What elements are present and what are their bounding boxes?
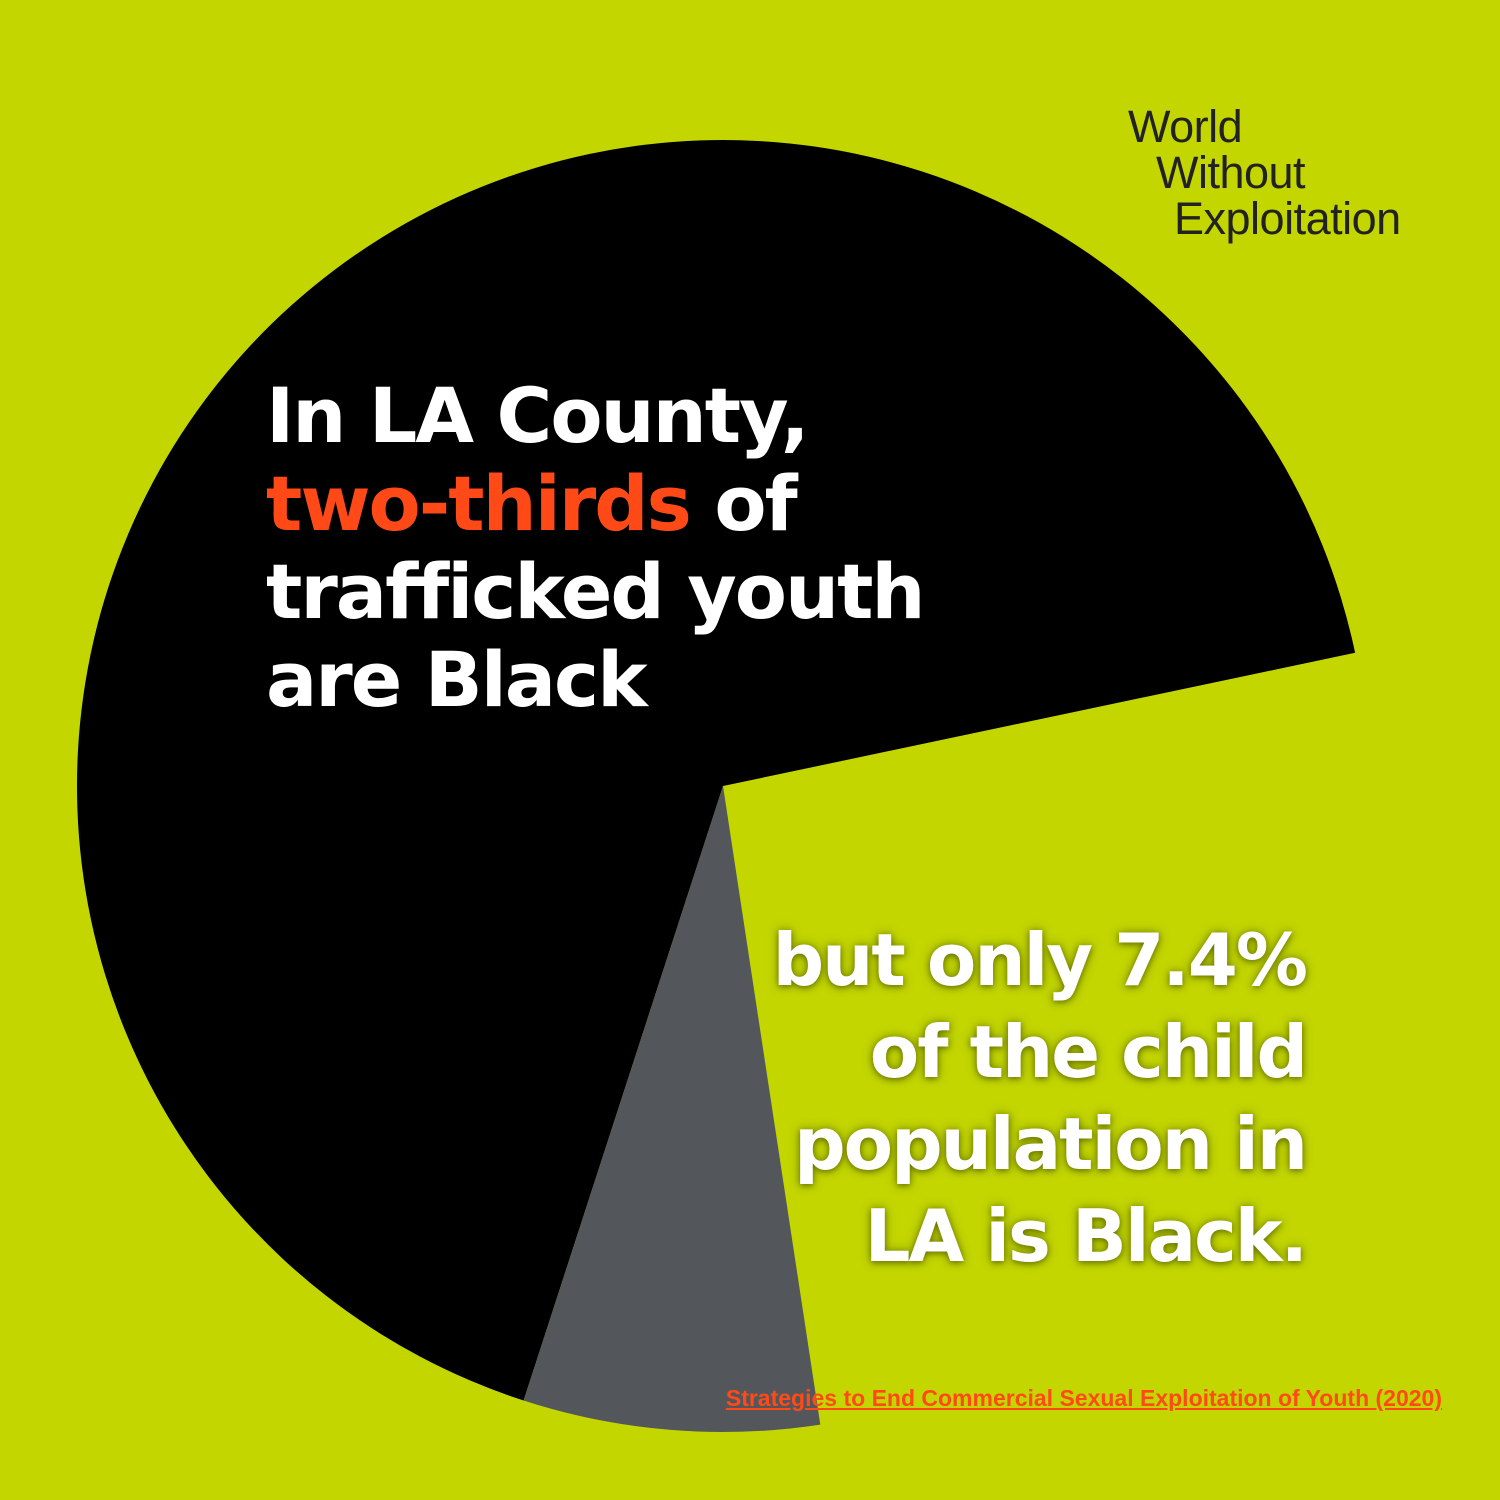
headline: In LA County, two-thirds of trafficked y… [266, 371, 926, 724]
source-link[interactable]: Strategies to End Commercial Sexual Expl… [725, 1385, 1442, 1411]
world-without-exploitation-logo: World Without Exploitation [1128, 104, 1401, 242]
headline-line-2-rest: of [689, 459, 797, 548]
pie-slice-small [523, 786, 821, 1432]
subline-line-3: population in [794, 1102, 1308, 1186]
logo-line-1: World [1128, 101, 1243, 152]
logo-line-2: Without [1156, 147, 1306, 198]
headline-highlight: two-thirds [266, 459, 692, 548]
headline-line-3: trafficked youth [266, 547, 926, 636]
subline-line-1: but only 7.4% [772, 918, 1308, 1002]
pie-slice-main [76, 140, 1356, 1401]
logo-line-3: Exploitation [1174, 193, 1401, 244]
subline: but only 7.4% of the child population in… [772, 914, 1308, 1282]
subline-line-2: of the child [869, 1010, 1308, 1094]
subline-line-4: LA is Black. [864, 1194, 1308, 1278]
headline-line-1: In LA County, [266, 371, 810, 460]
headline-line-2: two-thirds of [266, 460, 924, 548]
headline-line-4: are Black [266, 635, 648, 724]
